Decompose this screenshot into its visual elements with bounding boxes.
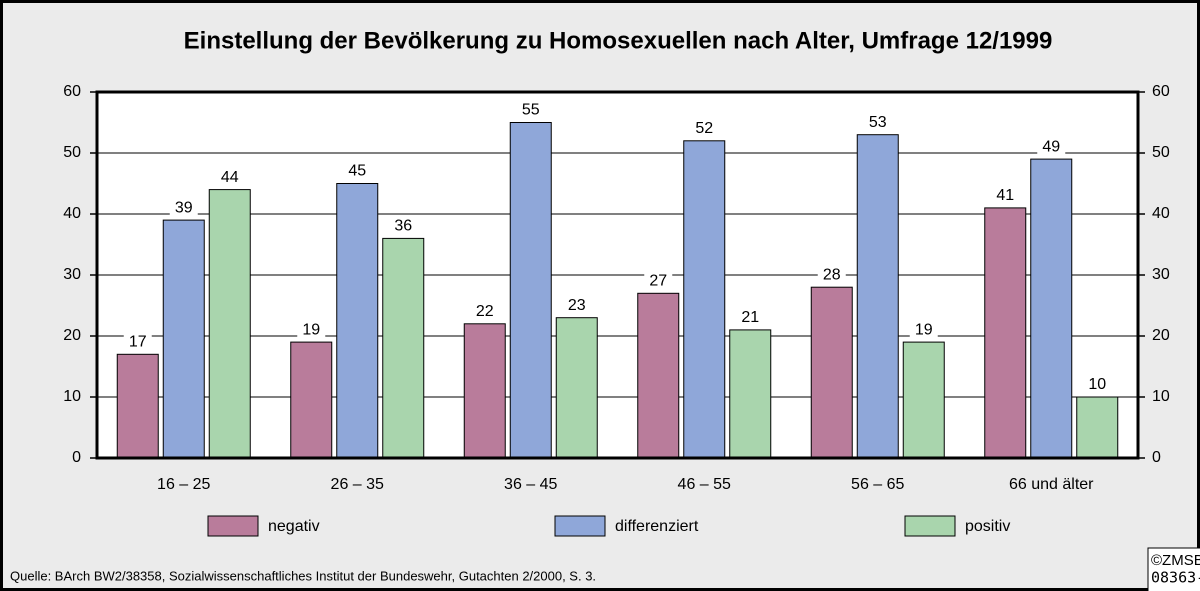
value-label: 10: [1088, 376, 1106, 393]
x-tick-label: 66 und älter: [1009, 476, 1094, 493]
copyright: ©ZMSBw: [1151, 552, 1200, 569]
x-tick-label: 56 – 65: [851, 476, 904, 493]
value-label-bg: [1083, 376, 1112, 393]
x-tick-label: 26 – 35: [331, 476, 384, 493]
bar: [1076, 396, 1119, 459]
y-tick-label: 0: [72, 449, 81, 466]
bar: [116, 353, 159, 459]
x-tick-label: 46 – 55: [678, 476, 731, 493]
bar: [637, 292, 680, 459]
value-label-bg: [215, 168, 244, 186]
y-tick-label: 30: [63, 266, 81, 283]
value-label-bg: [389, 217, 418, 235]
x-tick-label: 16 – 25: [157, 476, 210, 493]
value-label-bg: [817, 266, 846, 284]
value-label-bg: [909, 321, 938, 339]
value-label: 49: [1042, 138, 1060, 155]
bar: [555, 317, 598, 459]
legend-swatch: [207, 515, 259, 537]
y2-tick-label: 40: [1152, 205, 1170, 222]
value-label-bg: [991, 186, 1020, 204]
bar: [162, 219, 205, 459]
legend-swatch: [904, 515, 956, 537]
value-label-bg: [169, 199, 198, 217]
y-tick-label: 60: [63, 83, 81, 100]
value-label-bg: [470, 302, 499, 320]
value-label: 39: [175, 199, 193, 216]
plot-border: [95, 90, 1140, 460]
chart-title: Einstellung der Bevölkerung zu Homosexue…: [184, 27, 1053, 54]
y2-tick-label: 20: [1152, 327, 1170, 344]
value-label-bg: [516, 101, 545, 119]
source: Quelle: BArch BW2/38358, Sozialwissensch…: [10, 568, 596, 583]
value-label-bg: [343, 162, 372, 180]
bar: [856, 134, 899, 459]
legend-label: differenziert: [615, 518, 699, 535]
value-label-bg: [863, 113, 892, 131]
value-label: 55: [522, 102, 540, 119]
bar: [290, 341, 333, 459]
bar: [509, 122, 552, 459]
value-label-bg: [1037, 138, 1066, 156]
y2-tick-label: 0: [1152, 449, 1161, 466]
value-label: 27: [649, 273, 667, 290]
y2-tick-label: 50: [1152, 144, 1170, 161]
y2-tick-label: 30: [1152, 266, 1170, 283]
value-label: 19: [302, 321, 320, 338]
x-tick-label: 36 – 45: [504, 476, 557, 493]
copyright-box: [1147, 547, 1200, 591]
value-label-bg: [736, 308, 765, 326]
bar: [729, 329, 772, 459]
value-label: 41: [996, 187, 1014, 204]
value-label-bg: [123, 333, 152, 351]
value-label: 22: [476, 303, 494, 320]
y2-tick-label: 60: [1152, 83, 1170, 100]
value-label-bg: [297, 321, 326, 339]
y-tick-label: 10: [63, 388, 81, 405]
bar: [1030, 158, 1073, 459]
value-label: 19: [915, 321, 933, 338]
value-label: 21: [741, 309, 759, 326]
value-label: 23: [568, 297, 586, 314]
value-label: 45: [348, 163, 366, 180]
y-tick-label: 20: [63, 327, 81, 344]
value-label: 17: [129, 334, 147, 351]
value-label-bg: [644, 272, 673, 290]
bar: [902, 341, 945, 459]
copyright: 08363-01: [1151, 569, 1200, 587]
legend-label: positiv: [965, 518, 1010, 535]
value-label: 36: [394, 218, 412, 235]
value-label: 53: [869, 114, 887, 131]
bar: [463, 323, 506, 459]
legend-swatch: [554, 515, 606, 537]
y-tick-label: 50: [63, 144, 81, 161]
bar: [208, 189, 251, 459]
value-label: 44: [221, 169, 239, 186]
bar: [984, 207, 1027, 459]
value-label-bg: [690, 119, 719, 137]
bar: [683, 140, 726, 459]
y-tick-label: 40: [63, 205, 81, 222]
value-label: 52: [695, 120, 713, 137]
y2-tick-label: 10: [1152, 388, 1170, 405]
bar: [382, 237, 425, 459]
bar: [336, 183, 379, 459]
value-label: 28: [823, 266, 841, 283]
legend-label: negativ: [268, 518, 320, 535]
bar: [810, 286, 853, 459]
value-label-bg: [562, 296, 591, 314]
